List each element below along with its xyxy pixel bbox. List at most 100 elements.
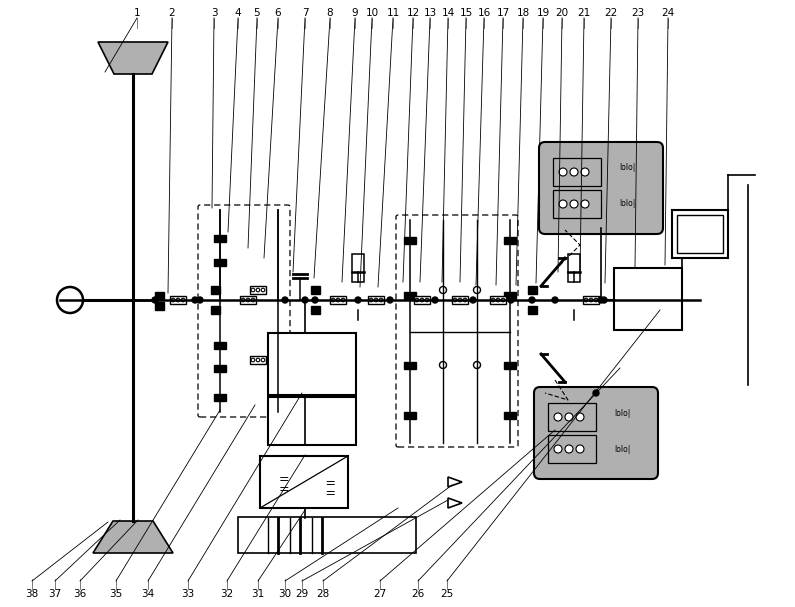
FancyBboxPatch shape <box>539 142 663 234</box>
Circle shape <box>152 297 158 303</box>
Circle shape <box>581 168 589 176</box>
Bar <box>528 286 537 294</box>
Circle shape <box>282 297 288 303</box>
Circle shape <box>598 297 604 303</box>
Circle shape <box>262 358 265 362</box>
FancyBboxPatch shape <box>534 387 658 479</box>
Text: 20: 20 <box>556 8 568 18</box>
Bar <box>504 237 516 243</box>
Circle shape <box>589 298 593 302</box>
Circle shape <box>554 445 562 453</box>
Bar <box>154 292 164 300</box>
Text: 33: 33 <box>181 589 195 599</box>
Text: 26: 26 <box>411 589 425 599</box>
Text: 24: 24 <box>661 8 675 18</box>
Bar <box>672 210 728 258</box>
Bar <box>504 291 516 299</box>
Circle shape <box>387 297 393 303</box>
Bar <box>268 333 356 395</box>
Circle shape <box>355 297 361 303</box>
Circle shape <box>197 297 203 303</box>
Circle shape <box>425 298 429 302</box>
Polygon shape <box>93 521 173 553</box>
Text: 25: 25 <box>440 589 454 599</box>
Text: =: = <box>323 473 333 486</box>
Bar <box>214 342 226 348</box>
Bar <box>404 237 416 243</box>
Bar <box>404 412 416 418</box>
Circle shape <box>421 298 424 302</box>
Circle shape <box>336 298 339 302</box>
Circle shape <box>262 288 265 292</box>
Circle shape <box>474 287 480 294</box>
Text: lolo|: lolo| <box>614 444 630 453</box>
Text: 12: 12 <box>406 8 420 18</box>
Circle shape <box>374 298 378 302</box>
Bar <box>368 296 384 304</box>
Bar <box>268 397 356 445</box>
Bar <box>214 364 226 371</box>
Circle shape <box>379 298 383 302</box>
Circle shape <box>302 297 308 303</box>
Bar <box>211 306 219 314</box>
Bar <box>504 362 516 368</box>
Circle shape <box>594 298 598 302</box>
Bar <box>677 215 723 253</box>
Text: =: = <box>279 473 289 486</box>
Text: 28: 28 <box>316 589 330 599</box>
Circle shape <box>458 298 462 302</box>
Circle shape <box>251 298 255 302</box>
Text: 2: 2 <box>169 8 176 18</box>
Text: 4: 4 <box>235 8 242 18</box>
Bar <box>548 435 596 463</box>
Text: 16: 16 <box>477 8 491 18</box>
Bar <box>214 393 226 401</box>
Circle shape <box>554 413 562 421</box>
Polygon shape <box>98 42 168 74</box>
Text: 14: 14 <box>441 8 455 18</box>
Circle shape <box>501 298 505 302</box>
Bar <box>490 296 506 304</box>
Circle shape <box>415 298 419 302</box>
Circle shape <box>559 168 567 176</box>
Text: 38: 38 <box>25 589 39 599</box>
Text: lolo|: lolo| <box>614 409 630 418</box>
Text: 10: 10 <box>366 8 378 18</box>
Circle shape <box>581 200 589 208</box>
Text: 27: 27 <box>374 589 386 599</box>
Bar <box>238 517 416 553</box>
Text: 30: 30 <box>278 589 292 599</box>
Circle shape <box>529 297 535 303</box>
Circle shape <box>593 390 599 396</box>
Circle shape <box>470 297 476 303</box>
Bar <box>154 302 164 310</box>
Bar <box>240 296 256 304</box>
Bar <box>214 259 226 265</box>
Bar <box>583 296 599 304</box>
Text: =: = <box>323 484 333 497</box>
Circle shape <box>332 298 335 302</box>
Circle shape <box>570 200 578 208</box>
Bar <box>250 356 266 364</box>
Bar <box>528 306 537 314</box>
Circle shape <box>176 298 180 302</box>
Bar <box>170 296 186 304</box>
Text: 3: 3 <box>211 8 217 18</box>
Text: 5: 5 <box>254 8 260 18</box>
Circle shape <box>246 298 250 302</box>
Circle shape <box>565 413 573 421</box>
Text: 34: 34 <box>142 589 154 599</box>
Text: 13: 13 <box>424 8 436 18</box>
Bar <box>211 286 219 294</box>
Circle shape <box>496 298 500 302</box>
Circle shape <box>584 298 588 302</box>
Text: 8: 8 <box>327 8 333 18</box>
Text: lolo|: lolo| <box>619 200 635 208</box>
Bar <box>414 296 430 304</box>
Circle shape <box>463 298 467 302</box>
Bar <box>553 190 601 218</box>
Text: 17: 17 <box>496 8 510 18</box>
Text: 36: 36 <box>73 589 87 599</box>
Circle shape <box>432 297 438 303</box>
Circle shape <box>440 362 447 368</box>
